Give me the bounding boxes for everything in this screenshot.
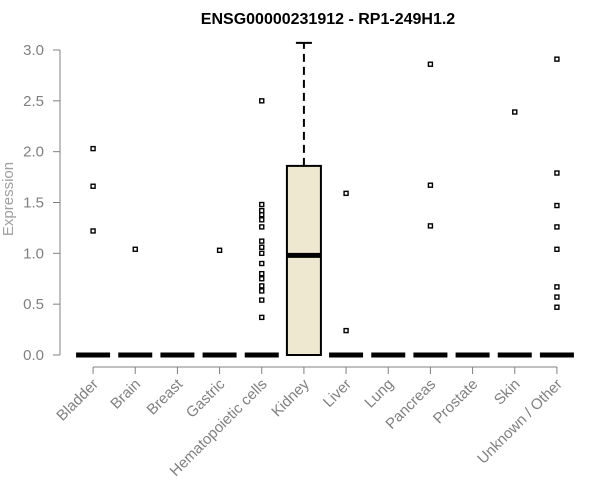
y-tick-label: 0.0 [23, 347, 44, 364]
y-tick-label: 1.5 [23, 195, 44, 212]
outlier-point [259, 201, 265, 208]
box-group [285, 41, 322, 356]
y-axis: 0.0 0.5 1.0 1.5 2.0 2.5 3.0 [23, 42, 61, 364]
outlier-point [554, 294, 560, 300]
outlier-point [554, 284, 560, 290]
box-series [76, 41, 574, 358]
outlier-point [554, 202, 560, 209]
outlier-point [554, 170, 560, 176]
box-group [202, 247, 237, 358]
outlier-point [259, 244, 265, 250]
y-tick-label: 1.0 [23, 245, 44, 262]
outlier-point [90, 228, 96, 234]
x-tick-label: Skin [491, 376, 524, 409]
outlier-point [554, 304, 560, 310]
x-tick-label: Liver [320, 376, 355, 411]
outlier-point [132, 246, 138, 252]
y-tick-label: 3.0 [23, 42, 44, 59]
x-tick-label: Brain [107, 376, 144, 413]
outlier-point [90, 183, 96, 189]
outlier-point [343, 190, 349, 197]
box-group [118, 246, 153, 358]
x-tick-label: Breast [144, 375, 187, 418]
x-tick-label: Prostate [430, 376, 482, 428]
box-group [497, 109, 532, 358]
outlier-point [90, 145, 96, 152]
outlier-point [259, 270, 265, 277]
box-group [539, 56, 574, 358]
box-group [413, 61, 448, 358]
outlier-point [343, 327, 349, 334]
outlier-point [216, 247, 223, 253]
outlier-point [259, 297, 265, 303]
outlier-point [259, 260, 265, 267]
outlier-point [554, 56, 560, 62]
x-tick-label: Kidney [268, 375, 313, 420]
chart-title: ENSG00000231912 - RP1-249H1.2 [201, 11, 455, 28]
y-tick-label: 0.5 [23, 296, 44, 313]
outlier-point [427, 223, 434, 229]
box-group [244, 98, 279, 358]
outlier-point [259, 288, 265, 294]
outlier-point [259, 217, 265, 223]
outlier-point [554, 224, 560, 230]
y-tick-label: 2.5 [23, 93, 44, 110]
outlier-point [259, 238, 265, 244]
x-tick-label: Lung [361, 376, 397, 412]
outlier-point [554, 246, 560, 252]
outlier-point [259, 250, 265, 257]
box-group [76, 145, 111, 358]
outlier-point [512, 109, 518, 115]
outlier-point [259, 314, 265, 321]
box-group [329, 190, 364, 358]
y-tick-label: 2.0 [23, 144, 44, 161]
outlier-point [259, 207, 265, 214]
y-axis-label: Expression [0, 162, 17, 236]
x-tick-label: Bladder [53, 376, 102, 425]
outlier-point [259, 98, 265, 104]
box [285, 164, 322, 356]
outlier-point [259, 276, 265, 282]
outlier-point [259, 283, 265, 289]
outlier-point [259, 224, 265, 230]
outlier-point [427, 61, 434, 67]
outlier-point [427, 182, 434, 188]
